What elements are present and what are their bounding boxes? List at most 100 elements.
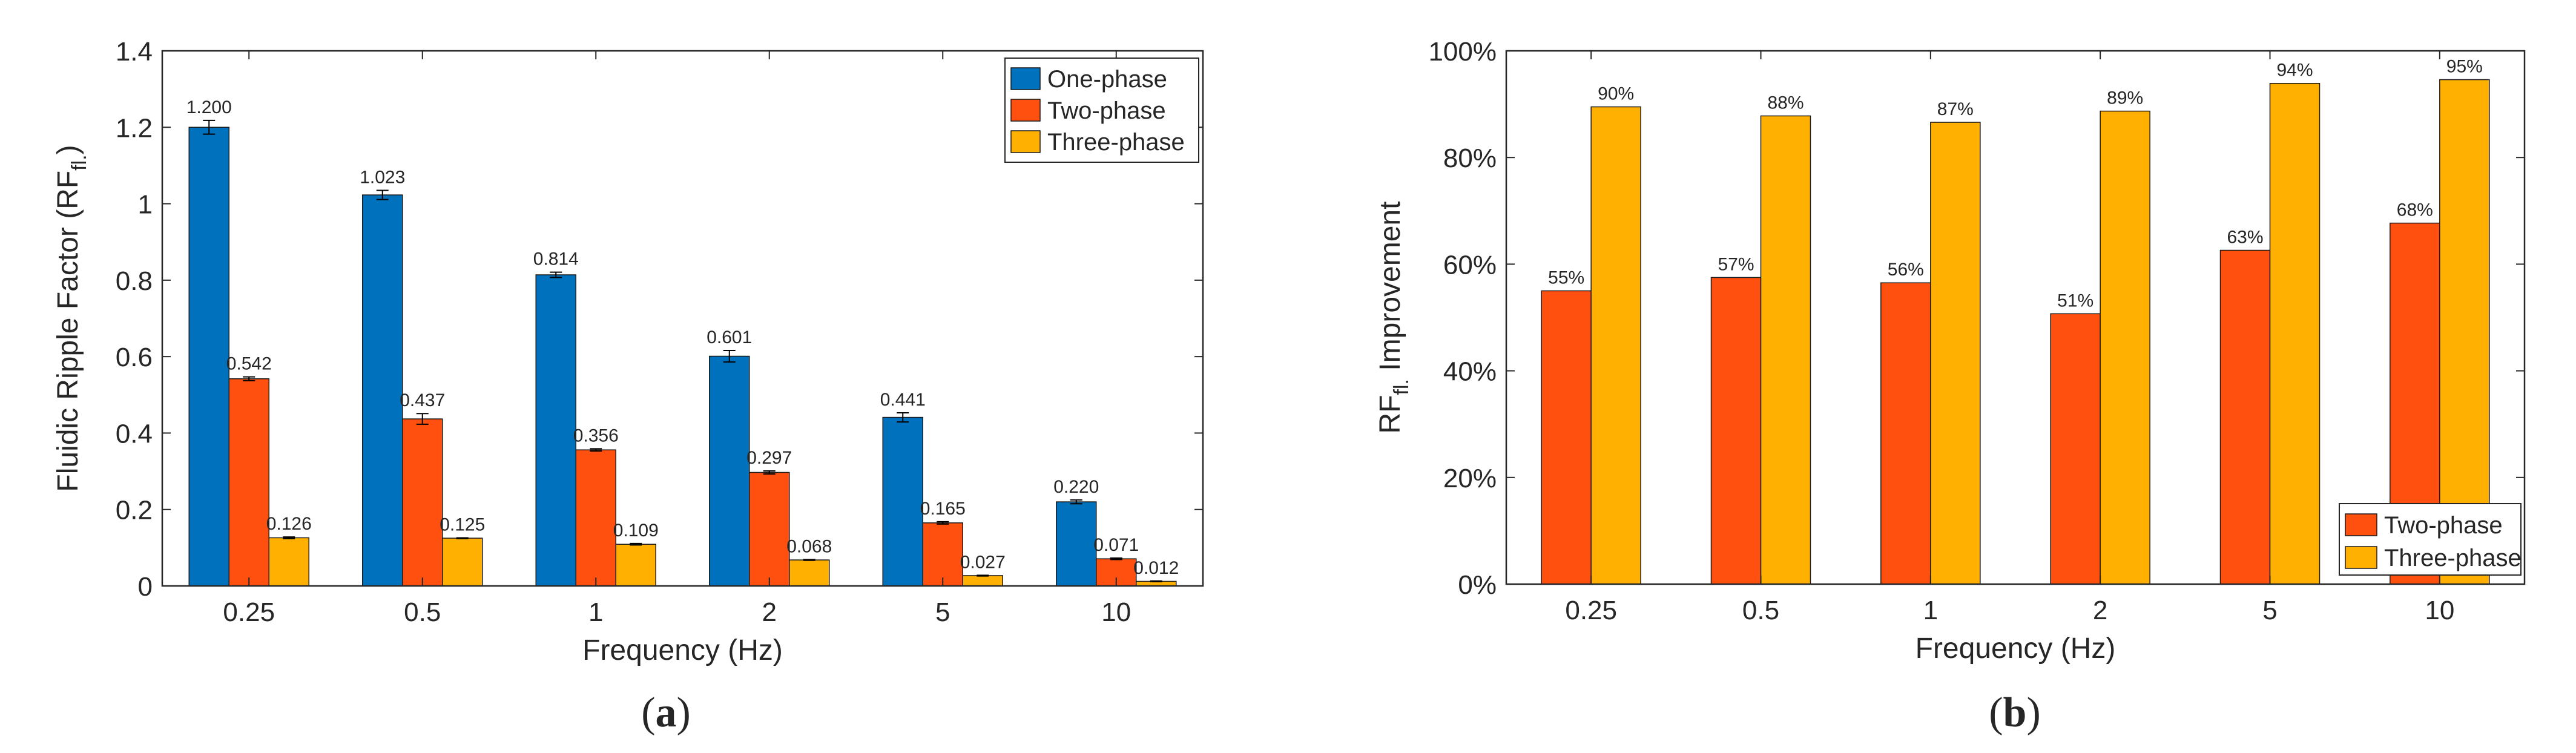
chart2-y-tick-label: 80% [1443, 143, 1497, 173]
chart2-bar-three-phase [2100, 110, 2150, 585]
chart1-legend-entry: Two-phase [1047, 97, 1166, 124]
chart2-bar-two-phase [2050, 313, 2101, 585]
chart2-y-tick-label: 100% [1428, 37, 1497, 67]
chart1-data-label: 0.071 [1093, 535, 1139, 555]
chart1-x-tick-label: 5 [935, 597, 950, 627]
chart1-legend-entry: One-phase [1047, 66, 1167, 93]
chart2-bar-three-phase [1590, 106, 1641, 585]
chart1-bar-one-phase [535, 274, 576, 587]
chart1-bar-one-phase [362, 194, 403, 587]
chart1-data-label: 0.027 [960, 552, 1006, 572]
chart2-bar-three-phase [2439, 79, 2490, 585]
chart1-data-label: 0.109 [613, 521, 659, 541]
chart1-data-label: 0.814 [533, 249, 579, 269]
chart2-legend-swatch [2345, 546, 2377, 569]
chart2-legend-entry: Two-phase [2384, 512, 2503, 539]
chart2-plot-area [1506, 51, 2525, 584]
chart2-x-tick-label: 10 [2425, 596, 2454, 625]
chart2-data-label: 94% [2276, 61, 2313, 81]
chart2-x-tick-label: 1 [1923, 596, 1938, 625]
chart1-y-tick-label: 0.2 [116, 496, 153, 525]
chart1-panel-label: (a) [641, 689, 691, 736]
chart2-bar-three-phase [2269, 82, 2321, 585]
chart1-bar-one-phase [882, 416, 923, 587]
chart1-bar-one-phase [188, 127, 229, 587]
chart2: 0% 20% 40% 60% 80% 100% 55% 57% 56% 51% 63% 68% 90% 8… [1374, 37, 2526, 736]
chart1-data-label: 0.441 [880, 390, 926, 410]
chart2-x-axis-label: Frequency (Hz) [1916, 633, 2116, 665]
chart2-legend-swatch [2345, 513, 2377, 536]
chart1-bar-one-phase [1056, 501, 1097, 587]
chart1-bar-one-phase [709, 355, 750, 587]
chart1-bar-three-phase [962, 575, 1003, 587]
chart2-bar-three-phase [1760, 115, 1811, 585]
chart1-data-label: 0.125 [440, 515, 485, 534]
chart2-data-label: 51% [2057, 291, 2093, 311]
chart1-data-label: 0.012 [1133, 558, 1179, 578]
chart1-x-axis-label: Frequency (Hz) [582, 634, 783, 666]
chart2-data-label: 88% [1767, 93, 1804, 113]
chart1-bar-three-phase [268, 537, 309, 587]
chart1-y-tick-label: 0.8 [116, 266, 153, 296]
chart1-bar-two-phase [749, 472, 790, 587]
chart1-y-axis-label: Fluidic Ripple Factor (RFfl.) [52, 145, 91, 492]
chart1: 0 0.2 0.4 0.6 0.8 1 1.2 1.4 1.200 1.023 0.814 0.601… [52, 37, 1204, 736]
chart1-data-label: 0.601 [707, 327, 752, 347]
chart1-y-tick-label: 0 [138, 572, 153, 602]
chart2-data-label: 57% [1718, 254, 1754, 274]
chart2-data-label: 63% [2227, 227, 2263, 247]
chart1-y-tick-label: 1.2 [116, 113, 153, 143]
chart1-legend-swatch [1010, 67, 1041, 90]
chart2-bar-two-phase [1710, 277, 1762, 585]
chart2-x-tick-label: 0.25 [1565, 596, 1617, 625]
chart1-bar-three-phase [442, 538, 483, 587]
chart1-x-tick-label: 1 [588, 597, 603, 627]
chart2-data-label: 95% [2446, 57, 2483, 77]
chart1-bar-two-phase [575, 449, 616, 587]
chart1-data-label: 0.220 [1053, 477, 1099, 497]
chart1-data-label: 0.437 [400, 390, 445, 410]
chart2-panel-label: (b) [1989, 689, 2041, 736]
chart1-x-tick-label: 10 [1101, 597, 1131, 627]
chart2-x-tick-label: 5 [2262, 596, 2277, 625]
chart2-axes-box [1505, 50, 2526, 585]
chart1-legend-swatch [1010, 99, 1041, 122]
chart2-data-label: 55% [1548, 268, 1584, 288]
chart1-x-tick-label: 0.25 [223, 597, 275, 627]
chart1-y-tick-label: 1.4 [116, 37, 153, 67]
chart2-y-axis-label: RFfl. Improvement [1374, 202, 1413, 434]
chart2-data-label: 89% [2107, 88, 2143, 108]
chart2-data-label: 68% [2397, 200, 2433, 220]
chart1-bar-three-phase [789, 559, 830, 587]
chart1-x-tick-label: 2 [762, 597, 777, 627]
chart2-y-tick-label: 0% [1458, 570, 1497, 600]
chart1-data-label: 1.023 [360, 167, 405, 187]
chart2-y-tick-label: 40% [1443, 357, 1497, 387]
chart2-bar-two-phase [1541, 290, 1592, 585]
chart1-bar-two-phase [402, 418, 443, 587]
chart2-data-label: 56% [1888, 260, 1924, 280]
chart1-data-label: 0.126 [266, 514, 312, 534]
chart2-data-label: 87% [1937, 99, 1974, 119]
chart2-legend-entry: Three-phase [2384, 545, 2522, 571]
chart2-x-tick-label: 0.5 [1742, 596, 1779, 625]
chart1-y-tick-label: 1 [138, 190, 153, 220]
chart1-y-tick-label: 0.6 [116, 343, 153, 372]
chart1-data-label: 0.542 [226, 354, 272, 374]
chart2-data-label: 90% [1598, 84, 1634, 104]
chart1-data-label: 0.356 [573, 426, 619, 446]
chart1-x-tick-label: 0.5 [404, 597, 441, 627]
chart1-legend-swatch [1010, 130, 1041, 153]
chart2-y-tick-label: 60% [1443, 250, 1497, 280]
chart2-bar-two-phase [1880, 282, 1931, 585]
chart1-data-label: 0.297 [746, 448, 792, 468]
chart2-y-tick-label: 20% [1443, 464, 1497, 493]
chart1-bar-three-phase [615, 544, 656, 587]
chart1-axes-box [161, 50, 1204, 587]
chart1-legend-entry: Three-phase [1047, 129, 1185, 156]
chart2-x-tick-label: 2 [2093, 596, 2107, 625]
chart1-data-label: 1.200 [186, 97, 232, 117]
chart2-bar-three-phase [1930, 122, 1981, 585]
chart1-data-label: 0.165 [920, 499, 966, 519]
chart1-bar-two-phase [922, 522, 963, 587]
